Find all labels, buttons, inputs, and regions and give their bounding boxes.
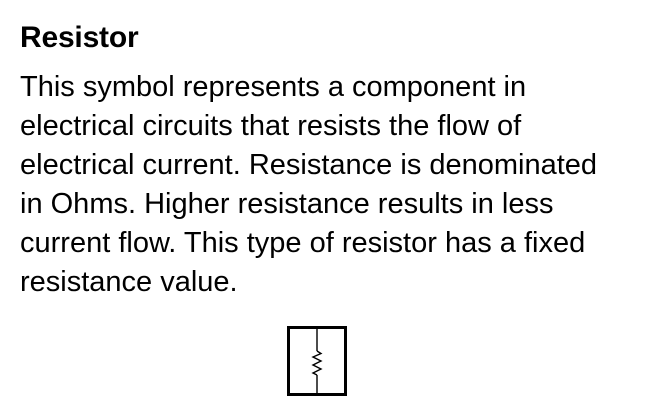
resistor-symbol-icon [287, 326, 347, 396]
component-description: This symbol represents a component in el… [20, 68, 660, 302]
description-line: electrical current. Resistance is denomi… [20, 149, 598, 181]
symbol-frame [287, 326, 347, 396]
description-line: electrical circuits that resists the flo… [20, 110, 522, 142]
description-line: in Ohms. Higher resistance results in le… [20, 188, 554, 220]
resistor-zigzag [311, 350, 323, 376]
description-line: resistance value. [20, 266, 238, 298]
component-title: Resistor [20, 21, 139, 54]
description-line: current flow. This type of resistor has … [20, 227, 586, 259]
description-line: This symbol represents a component in [20, 71, 527, 103]
